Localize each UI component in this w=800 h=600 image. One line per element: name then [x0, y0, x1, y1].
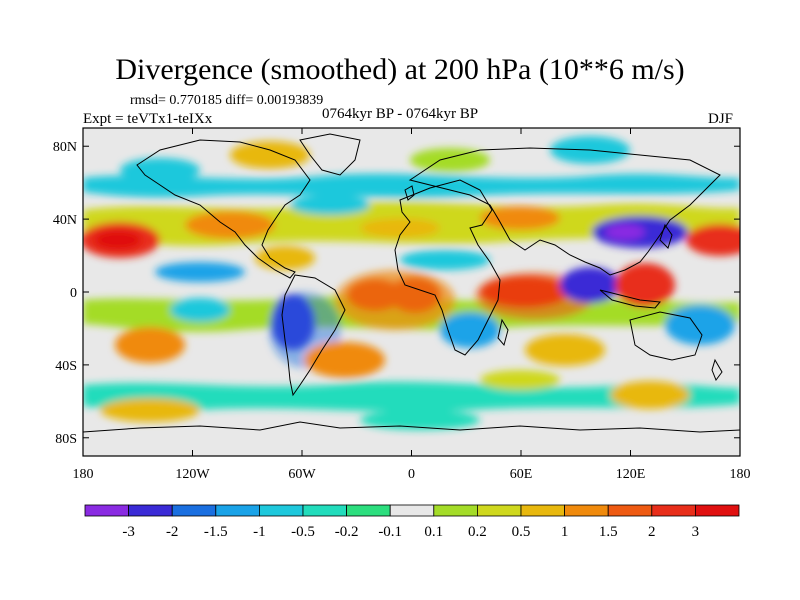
- rmsd-diff-stats: rmsd= 0.770185 diff= 0.00193839: [130, 93, 324, 108]
- coast-uk: [404, 185, 415, 201]
- lat-tick-label: 80S: [55, 432, 77, 447]
- colorbar: -3 -2 -1.5 -1 -0.5 -0.2 -0.1 0.1 0.2 0.5 1 1.5 2 3: [84, 504, 740, 540]
- colorbar-swatch: [651, 504, 696, 517]
- pos-feature-wpac: [615, 263, 675, 307]
- coastlines: [83, 133, 740, 433]
- pos-feature-namerica: [185, 211, 275, 239]
- coast-greenland: [299, 133, 361, 176]
- lat-tick-label: 0: [70, 286, 77, 301]
- colorbar-label: 0.1: [424, 524, 443, 540]
- colorbar-label: 1.5: [599, 524, 618, 540]
- colorbar-label: 0.5: [512, 524, 531, 540]
- colorbar-swatch: [389, 504, 435, 517]
- axis-ticks: 180 120W 60W 0 60E 120E 180 80N 40N 0 40S 80S: [53, 128, 751, 482]
- lon-tick-label: 180: [730, 467, 751, 482]
- neg-feature-spac-mid: [170, 298, 230, 322]
- lon-tick-label: 60W: [288, 467, 316, 482]
- colorbar-swatch: [84, 504, 129, 517]
- colorbar-swatch: [695, 504, 740, 517]
- colorbar-swatch: [215, 504, 260, 517]
- colorbar-swatch: [346, 504, 391, 517]
- band-southern: [83, 381, 740, 412]
- neg-feature-alaska: [120, 158, 200, 182]
- neg-feature-antarctic: [360, 410, 480, 430]
- colorbar-label: -0.5: [291, 524, 315, 540]
- pos-feature-mideast: [480, 206, 560, 230]
- colorbar-label: 0.2: [468, 524, 487, 540]
- colorbar-swatch: [476, 504, 522, 517]
- colorbar-swatch: [302, 504, 347, 517]
- period-label: 0764kyr BP - 0764kyr BP: [322, 106, 479, 122]
- chart-title: Divergence (smoothed) at 200 hPa (10**6 …: [115, 53, 685, 86]
- coast-madagascar: [497, 318, 509, 347]
- lat-tick-label: 40S: [55, 359, 77, 374]
- neg-feature-natl: [290, 195, 370, 215]
- coast-japan: [659, 223, 673, 249]
- pos-feature-npac-east: [686, 224, 740, 256]
- lon-tick-label: 120E: [616, 467, 646, 482]
- coast-antarctica: [83, 421, 740, 433]
- colorbar-label: -0.1: [378, 524, 402, 540]
- lon-tick-label: 120W: [175, 467, 210, 482]
- colorbar-swatch: [128, 504, 173, 517]
- divergence-field: [83, 133, 740, 433]
- colorbar-label: -3: [122, 524, 135, 540]
- colorbar-label: 1: [561, 524, 569, 540]
- neg-feature-sahara: [400, 250, 490, 270]
- pos-feature-meditt: [360, 218, 440, 238]
- pos-feature-satl: [305, 342, 385, 378]
- neg-feature-epac: [155, 262, 245, 282]
- neg-feature-eqindian: [560, 267, 620, 303]
- experiment-label: Expt = teVTx1-teIXx: [83, 111, 213, 127]
- lat-tick-label: 80N: [53, 140, 77, 155]
- lon-tick-label: 60E: [510, 467, 533, 482]
- neg-feature-spac: [665, 305, 735, 345]
- colorbar-swatch: [433, 504, 478, 517]
- colorbar-swatch: [607, 504, 653, 517]
- colorbar-swatch: [258, 504, 304, 517]
- pos-feature-arctic: [230, 141, 310, 169]
- pos-feature-sindian: [525, 334, 605, 366]
- colorbar-label: 2: [648, 524, 656, 540]
- pos-feature-antarctic-a: [100, 398, 200, 422]
- pos-feature-south-60e: [480, 370, 560, 390]
- coast-north-america: [136, 139, 311, 279]
- colorbar-label: -1.5: [204, 524, 228, 540]
- colorbar-swatch: [171, 504, 217, 517]
- colorbar-swatch: [564, 504, 609, 517]
- season-label: DJF: [708, 111, 734, 127]
- colorbar-label: -1: [253, 524, 266, 540]
- lon-tick-label: 180: [73, 467, 94, 482]
- neg-feature-asia-core: [605, 224, 645, 240]
- coast-south-america: [281, 274, 346, 397]
- pos-feature-centam: [255, 246, 315, 270]
- colorbar-label: -2: [166, 524, 179, 540]
- pos-feature-antarctic-b: [610, 381, 690, 409]
- colorbar-swatch: [520, 504, 565, 517]
- coast-africa-europe: [394, 179, 501, 356]
- pos-feature-eqatl-halo: [335, 270, 455, 330]
- colorbar-label: 3: [692, 524, 700, 540]
- pos-feature-eurasia: [410, 148, 490, 172]
- pos-feature-spac-east: [115, 327, 185, 363]
- colorbar-label: -0.2: [335, 524, 359, 540]
- coast-nz: [711, 358, 723, 382]
- lat-tick-label: 40N: [53, 213, 77, 228]
- coast-indonesia: [599, 289, 661, 309]
- pos-feature-npac-west-inner: [94, 230, 142, 250]
- neg-feature-africa: [440, 312, 500, 348]
- coast-australia: [629, 311, 703, 361]
- coast-eurasia: [408, 147, 721, 276]
- lon-tick-label: 0: [408, 467, 415, 482]
